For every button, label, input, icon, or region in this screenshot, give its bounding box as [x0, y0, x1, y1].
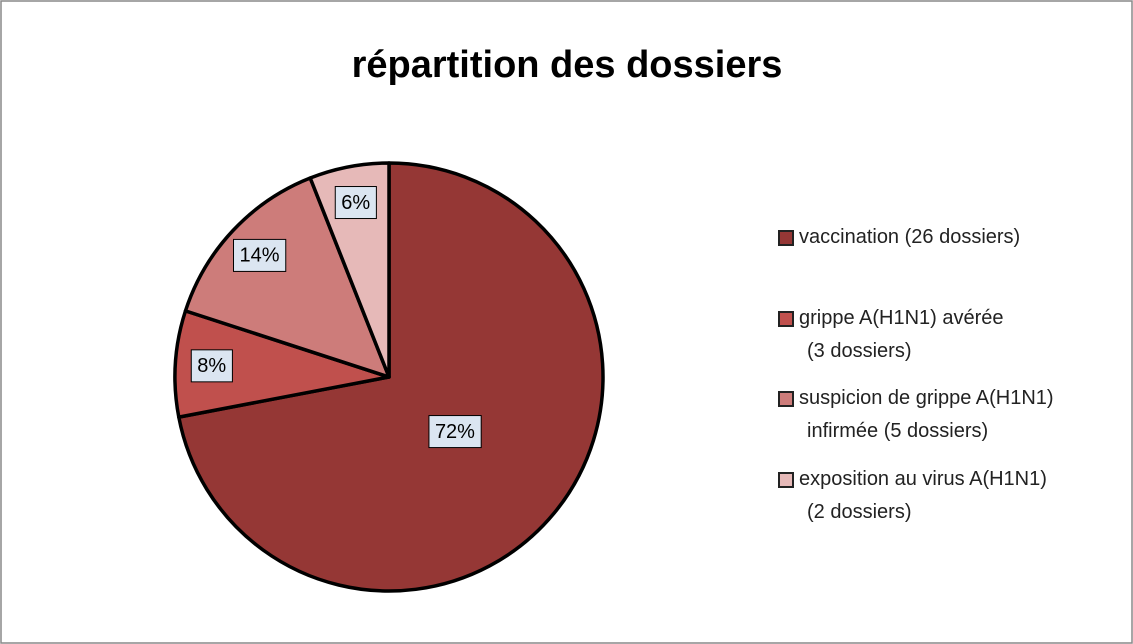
data-label-box [190, 349, 233, 383]
pie-slice [183, 176, 391, 379]
legend-swatch [778, 230, 794, 246]
legend-label: suspicion de grippe A(H1N1) infirmée (5 d… [799, 387, 1054, 442]
chart-title: répartition des dossiers [352, 44, 783, 86]
data-label-text: 72% [435, 421, 475, 443]
legend-swatch [778, 472, 794, 488]
data-label-text: 6% [341, 192, 370, 214]
legend-label: vaccination (26 dossiers) [799, 226, 1020, 248]
data-label-text: 8% [197, 355, 226, 377]
data-label-box [334, 186, 377, 220]
legend-swatch [778, 311, 794, 327]
pie-slice [173, 309, 391, 419]
pie-slice [177, 161, 605, 593]
data-label-box [428, 415, 482, 449]
legend-label: exposition au virus A(H1N1) (2 dossiers) [799, 468, 1047, 523]
data-label-box [233, 238, 287, 272]
data-label: 6% [334, 186, 377, 220]
data-label-text: 14% [240, 245, 280, 267]
data-label: 72% [428, 415, 482, 449]
legend-label: grippe A(H1N1) avérée (3 dossiers) [799, 307, 1004, 362]
legend-swatch [778, 391, 794, 407]
data-label: 14% [233, 238, 287, 272]
data-label: 8% [190, 349, 233, 383]
